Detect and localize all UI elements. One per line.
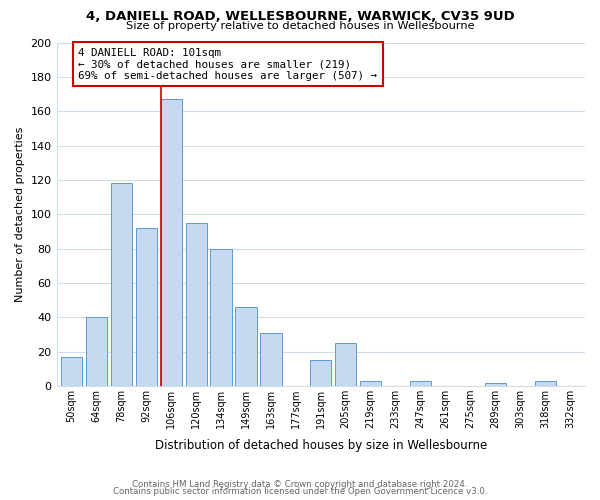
Text: 4, DANIELL ROAD, WELLESBOURNE, WARWICK, CV35 9UD: 4, DANIELL ROAD, WELLESBOURNE, WARWICK, …: [86, 10, 514, 23]
Text: Contains HM Land Registry data © Crown copyright and database right 2024.: Contains HM Land Registry data © Crown c…: [132, 480, 468, 489]
Bar: [260, 333, 281, 386]
Bar: [535, 381, 556, 386]
Bar: [410, 381, 431, 386]
Bar: [136, 228, 157, 386]
Bar: [111, 184, 132, 386]
Bar: [185, 223, 207, 386]
Y-axis label: Number of detached properties: Number of detached properties: [15, 126, 25, 302]
Bar: [86, 318, 107, 386]
Bar: [360, 381, 381, 386]
Bar: [161, 99, 182, 386]
X-axis label: Distribution of detached houses by size in Wellesbourne: Distribution of detached houses by size …: [155, 440, 487, 452]
Bar: [61, 357, 82, 386]
Bar: [310, 360, 331, 386]
Bar: [335, 343, 356, 386]
Bar: [485, 382, 506, 386]
Bar: [211, 248, 232, 386]
Bar: [235, 307, 257, 386]
Text: 4 DANIELL ROAD: 101sqm
← 30% of detached houses are smaller (219)
69% of semi-de: 4 DANIELL ROAD: 101sqm ← 30% of detached…: [79, 48, 377, 81]
Text: Size of property relative to detached houses in Wellesbourne: Size of property relative to detached ho…: [125, 21, 475, 31]
Text: Contains public sector information licensed under the Open Government Licence v3: Contains public sector information licen…: [113, 487, 487, 496]
